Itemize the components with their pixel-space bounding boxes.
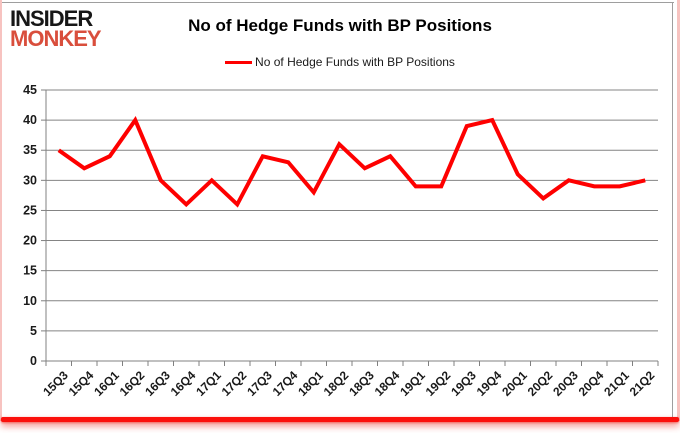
- x-tick-label: 21Q2: [627, 368, 658, 399]
- y-tick-label: 40: [23, 113, 37, 127]
- bottom-border-accent: [1, 417, 679, 422]
- y-tick-label: 35: [23, 143, 37, 157]
- legend-label: No of Hedge Funds with BP Positions: [255, 55, 455, 69]
- frame-pink-right: [677, 0, 680, 421]
- x-tick-label: 19Q1: [397, 368, 428, 399]
- x-tick-label: 16Q1: [91, 368, 122, 399]
- y-tick-label: 0: [30, 354, 37, 368]
- y-tick-label: 30: [23, 173, 37, 187]
- logo-word-insider: INSIDER: [10, 6, 93, 31]
- x-tick-label: 17Q1: [193, 368, 224, 399]
- x-tick-label: 16Q4: [168, 368, 199, 399]
- x-tick-label: 20Q1: [499, 368, 530, 399]
- y-tick-label: 25: [23, 203, 37, 217]
- legend-line-swatch: [225, 60, 253, 64]
- x-tick-label: 19Q3: [448, 368, 479, 399]
- x-tick-label: 18Q2: [321, 368, 352, 399]
- x-tick-label: 19Q2: [423, 368, 454, 399]
- x-tick-label: 17Q4: [270, 368, 301, 399]
- x-tick-label: 18Q4: [372, 368, 403, 399]
- frame-right-border: [672, 2, 673, 417]
- legend: No of Hedge Funds with BP Positions: [0, 55, 680, 69]
- x-tick-label: 20Q3: [550, 368, 581, 399]
- series-line: [57, 116, 646, 208]
- insider-monkey-logo: INSIDER MONKEY: [10, 6, 102, 52]
- x-tick-label: 17Q3: [244, 368, 275, 399]
- x-tick-label: 18Q1: [295, 368, 326, 399]
- x-tick-label: 16Q3: [142, 368, 173, 399]
- x-tick-label: 21Q1: [601, 368, 632, 399]
- y-tick-label: 15: [23, 264, 37, 278]
- logo-word-monkey: MONKEY: [10, 26, 102, 52]
- y-tick-label: 20: [23, 234, 37, 248]
- y-tick-label: 45: [23, 83, 37, 97]
- x-tick-label: 19Q4: [474, 368, 505, 399]
- x-tick-label: 16Q2: [117, 368, 148, 399]
- chart-title: No of Hedge Funds with BP Positions: [188, 16, 492, 35]
- y-tick-label: 5: [30, 324, 37, 338]
- x-tick-label: 18Q3: [346, 368, 377, 399]
- x-tick-label: 20Q4: [576, 368, 607, 399]
- x-tick-label: 15Q3: [40, 368, 71, 399]
- y-tick-label: 10: [23, 294, 37, 308]
- frame-pink-left: [0, 0, 2, 421]
- x-tick-label: 20Q2: [525, 368, 556, 399]
- frame-top-border: [0, 2, 674, 3]
- x-tick-label: 15Q4: [66, 368, 97, 399]
- x-tick-label: 17Q2: [219, 368, 250, 399]
